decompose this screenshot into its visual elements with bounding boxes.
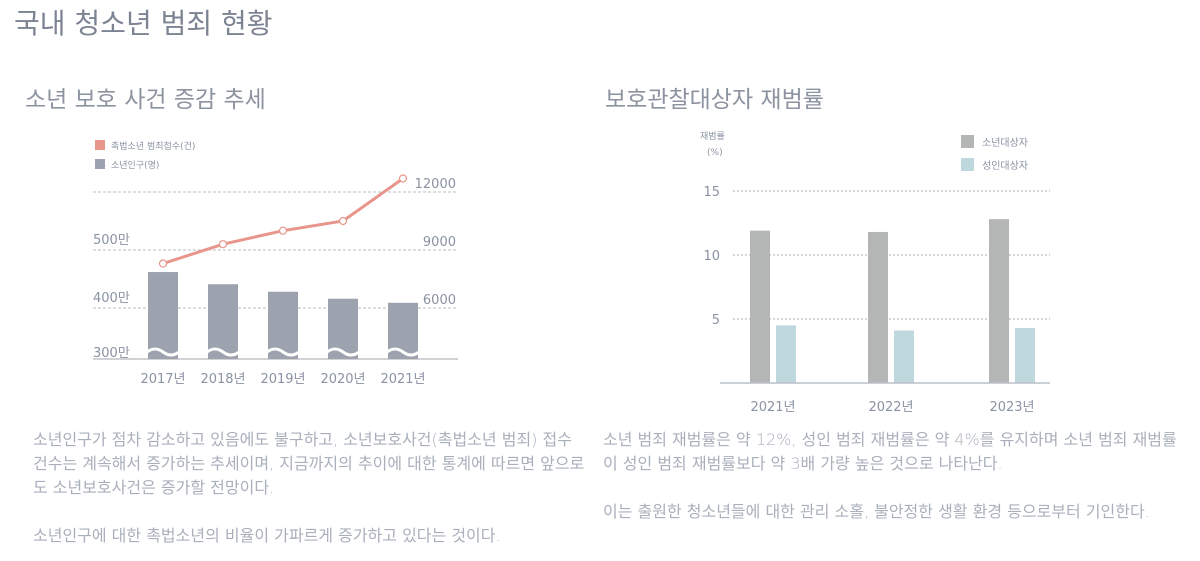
page-title: 국내 청소년 범죄 현황 (14, 7, 273, 40)
right-paragraph: 이는 출원한 청소년들에 대한 관리 소홀, 불안정한 생활 환경 등으로부터 … (603, 502, 1150, 521)
x-axis-tick: 2018년 (200, 372, 245, 387)
case-count-point (158, 259, 168, 268)
left-paragraph: 소년인구가 점차 감소하고 있음에도 불구하고, 소년보호사건(촉법소년 범죄)… (33, 430, 585, 497)
axis-break-mark (206, 347, 240, 357)
left-axis-tick: 300만 (93, 346, 130, 361)
legend-swatch (961, 135, 974, 148)
right-description: 소년 범죄 재범률은 약 12%, 성인 범죄 재범률은 약 4%를 유지하며 … (603, 428, 1191, 524)
youth-rate-bar (750, 230, 770, 383)
legend-label: 성인대상자 (982, 160, 1028, 172)
x-axis-tick: 2020년 (320, 372, 365, 387)
legend-swatch (95, 140, 105, 150)
x-axis-tick: 2023년 (989, 400, 1034, 415)
population-bar (148, 272, 178, 359)
right-axis-tick: 9000 (423, 235, 456, 250)
case-count-point (278, 226, 288, 235)
axis-break-mark (146, 347, 180, 357)
youth-rate-bar (989, 219, 1009, 383)
right-axis-tick: 6000 (423, 293, 456, 308)
x-axis-tick: 2017년 (140, 372, 185, 387)
axis-break-mark (386, 347, 420, 357)
left-description: 소년인구가 점차 감소하고 있음에도 불구하고, 소년보호사건(촉법소년 범죄)… (33, 428, 589, 548)
case-count-point (338, 216, 348, 226)
adult-rate-bar (894, 330, 914, 383)
axis-break-mark (326, 347, 360, 357)
right-paragraph: 소년 범죄 재범률은 약 12%, 성인 범죄 재범률은 약 4%를 유지하며 … (603, 430, 1177, 473)
youth-case-trend-chart: 촉법소년 범죄접수(건) 소년인구(명) 6000 9000 12000 300만 400만… (93, 140, 458, 387)
case-count-point (218, 240, 228, 249)
right-section-title: 보호관찰대상자 재범률 (605, 87, 824, 113)
y-axis-label: 재범률 (700, 131, 725, 142)
youth-rate-bar (868, 231, 888, 383)
right-axis-tick: 12000 (415, 177, 456, 192)
legend-swatch (961, 158, 974, 171)
adult-rate-bar (776, 325, 796, 383)
y-axis-tick: 15 (703, 185, 720, 200)
y-axis-tick: 10 (703, 249, 720, 264)
y-axis-tick: 5 (712, 313, 720, 328)
left-paragraph: 소년인구에 대한 촉법소년의 비율이 가파르게 증가하고 있다는 것이다. (33, 526, 501, 545)
case-count-line (162, 177, 404, 265)
x-axis-tick: 2022년 (868, 400, 913, 415)
legend-swatch (95, 159, 105, 169)
adult-rate-bar (1015, 327, 1035, 383)
population-bar (208, 284, 238, 359)
left-axis-tick: 500만 (93, 233, 130, 248)
x-axis-tick: 2019년 (260, 372, 305, 387)
case-count-point (398, 174, 408, 183)
y-axis-unit: (%) (707, 148, 723, 158)
charts-canvas: 촉법소년 범죄접수(건) 소년인구(명) 6000 9000 12000 300만 400만… (93, 131, 1050, 415)
left-section-title: 소년 보호 사건 증감 추세 (25, 87, 266, 113)
x-axis-tick: 2021년 (750, 400, 795, 415)
x-axis-tick: 2021년 (380, 372, 425, 387)
axis-break-mark (266, 347, 300, 357)
legend-label: 촉법소년 범죄접수(건) (111, 140, 195, 152)
left-axis-tick: 400만 (93, 291, 130, 306)
legend-label: 소년인구(명) (111, 160, 159, 171)
legend-label: 소년대상자 (982, 137, 1028, 149)
